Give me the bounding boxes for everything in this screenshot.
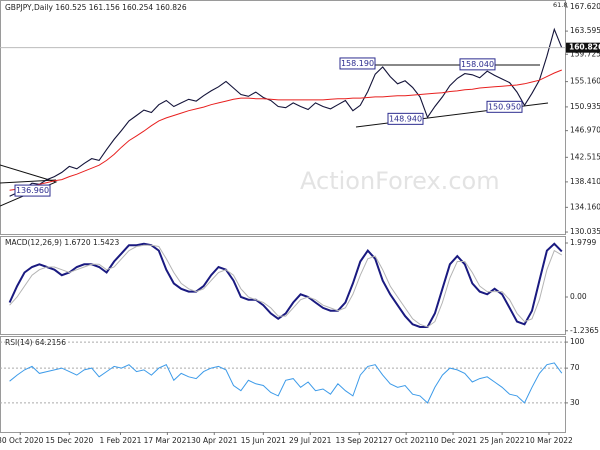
x-tick-label: 30 Apr 2021: [191, 436, 238, 445]
x-tick-label: 10 Dec 2021: [429, 436, 477, 445]
annotation-box: [339, 57, 376, 70]
annotation-box: [486, 100, 523, 113]
x-tick-label: 1 Feb 2021: [100, 436, 142, 445]
x-tick-label: 30 Oct 2020: [0, 436, 44, 445]
indicator-line: [8, 242, 563, 328]
y-tick-label: 70: [570, 363, 580, 372]
y-tick-label: 150.935: [570, 102, 600, 111]
y-tick-label: 0.00: [570, 292, 587, 301]
macd-panel-frame: [0, 236, 566, 335]
triangle-line: [0, 164, 58, 207]
macd-title: MACD(12,26,9) 1.6720 1.5423: [5, 238, 119, 247]
y-tick-label: 134.160: [570, 202, 600, 211]
x-tick-label: 27 Oct 2021: [383, 436, 430, 445]
annotation-box: [387, 112, 424, 125]
y-tick-label: 159.725: [570, 49, 600, 58]
triangle-line: [0, 179, 57, 184]
price-line: [9, 27, 563, 197]
y-tick-label: 146.970: [570, 126, 600, 135]
rsi-title: RSI(14) 64.2156: [5, 338, 66, 347]
x-tick-label: 10 Mar 2022: [525, 436, 573, 445]
indicator-line: [9, 362, 563, 404]
annotation-label: 158.040: [461, 60, 494, 69]
rsi-panel-frame: [0, 336, 566, 433]
corner-label: 61.8: [553, 1, 567, 9]
x-tick-label: 29 Jul 2021: [289, 436, 332, 445]
x-tick-label: 15 Dec 2020: [45, 436, 93, 445]
annotation-label: 150.950: [488, 102, 521, 111]
y-tick-label: 138.410: [570, 177, 600, 186]
x-tick-label: 13 Sep 2021: [335, 436, 383, 445]
chart-title: GBPJPY,Daily 160.525 161.156 160.254 160…: [5, 3, 187, 12]
price-panel-frame: [0, 0, 566, 235]
watermark: ActionForex.com: [300, 167, 500, 195]
last-price-box: [566, 42, 600, 53]
y-tick-label: -1.2365: [570, 326, 599, 335]
annotation-box: [459, 58, 496, 71]
y-tick-label: 30: [570, 398, 580, 407]
last-price-label: 160.826: [569, 43, 600, 52]
y-tick-label: 100: [570, 337, 585, 346]
indicator-line: [9, 244, 563, 328]
x-tick-label: 15 Jun 2021: [241, 436, 286, 445]
y-tick-label: 163.595: [570, 26, 600, 35]
y-tick-label: 130.035: [570, 227, 600, 236]
x-tick-label: 17 Mar 2021: [144, 436, 192, 445]
y-tick-label: 142.515: [570, 152, 600, 161]
annotation-label: 158.190: [341, 59, 374, 68]
annotation-box: [14, 184, 51, 197]
y-tick-label: 1.9799: [570, 238, 596, 247]
indicator-line: [9, 69, 562, 191]
y-tick-label: 155.160: [570, 77, 600, 86]
x-tick-label: 25 Jan 2022: [480, 436, 525, 445]
annotation-label: 148.940: [389, 114, 422, 123]
y-tick-label: 167.620: [570, 2, 600, 11]
annotation-label: 136.960: [16, 186, 49, 195]
